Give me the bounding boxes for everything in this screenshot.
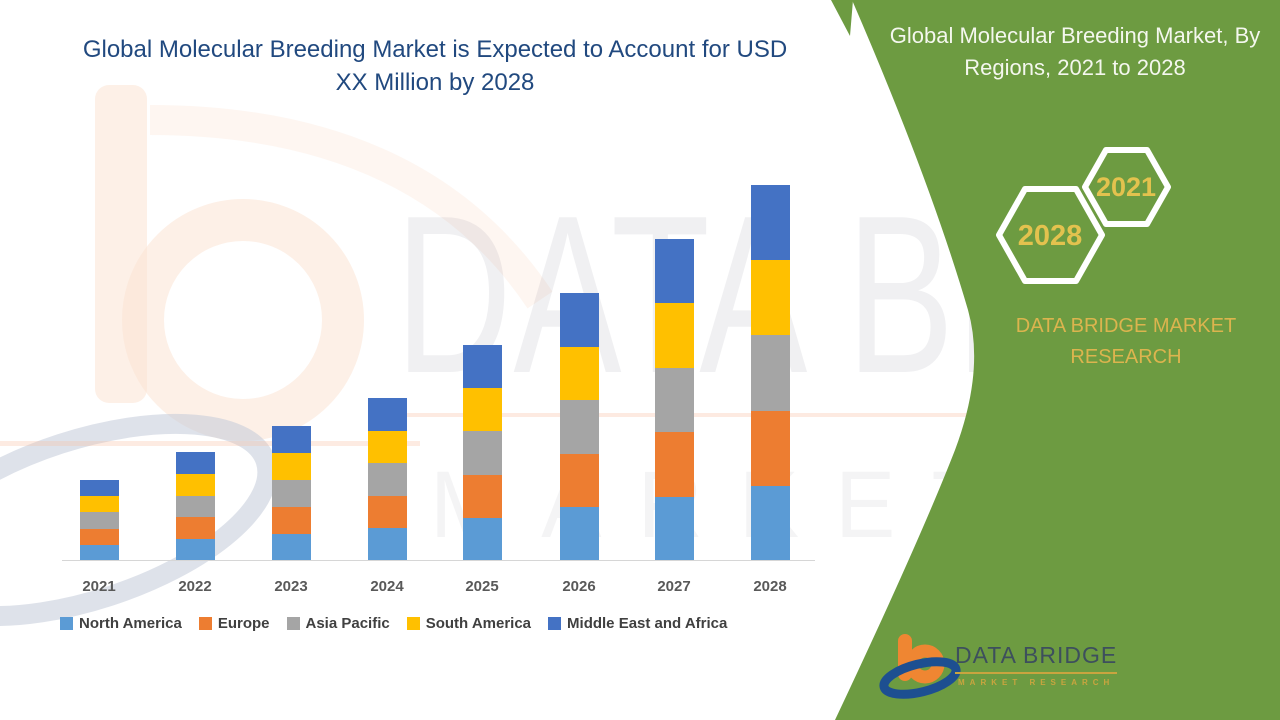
legend-swatch-icon bbox=[548, 617, 562, 630]
bar-segment-2028-middle-east-and-africa bbox=[750, 185, 790, 261]
bar-segment-2025-asia-pacific bbox=[462, 431, 502, 475]
bar-segment-2024-south-america bbox=[367, 430, 407, 464]
hexagon-2021-label: 2021 bbox=[1096, 172, 1156, 202]
hexagon-2028: 2028 bbox=[996, 186, 1105, 284]
bar-segment-2025-south-america bbox=[462, 388, 502, 432]
legend-swatch-icon bbox=[60, 617, 73, 630]
bar-segment-2024-asia-pacific bbox=[367, 463, 407, 496]
bar-2025 bbox=[462, 345, 502, 561]
hexagon-2028-label: 2028 bbox=[1018, 220, 1083, 252]
bar-2027 bbox=[654, 239, 694, 561]
bar-segment-2026-europe bbox=[559, 453, 599, 508]
bar-segment-2025-north-america bbox=[462, 517, 502, 561]
bar-segment-2022-europe bbox=[175, 517, 215, 540]
bar-segment-2028-north-america bbox=[750, 485, 790, 561]
x-axis-label-2028: 2028 bbox=[753, 578, 787, 595]
watermark-underline bbox=[400, 413, 1280, 417]
bar-segment-2026-north-america bbox=[559, 507, 599, 561]
x-axis-label-2022: 2022 bbox=[178, 578, 212, 595]
green-panel-shape bbox=[835, 0, 1280, 720]
bar-segment-2023-asia-pacific bbox=[271, 480, 311, 507]
bar-segment-2024-europe bbox=[367, 495, 407, 529]
watermark-swoosh bbox=[0, 413, 278, 627]
bar-2028 bbox=[750, 185, 790, 561]
chart-legend: North America Europe Asia Pacific South Ame… bbox=[60, 615, 727, 632]
legend-item-asia-pacific: Asia Pacific bbox=[286, 615, 390, 632]
bar-segment-2022-north-america bbox=[175, 539, 215, 561]
bar-2021 bbox=[79, 480, 119, 561]
bar-segment-2027-asia-pacific bbox=[654, 367, 694, 433]
bar-segment-2021-middle-east-and-africa bbox=[79, 480, 119, 497]
data-bridge-logo-icon bbox=[879, 634, 961, 699]
bar-segment-2027-north-america bbox=[654, 496, 694, 561]
watermark-arc bbox=[149, 105, 553, 309]
x-axis-label-2024: 2024 bbox=[370, 578, 404, 595]
bar-segment-2025-europe bbox=[462, 474, 502, 518]
legend-label: North America bbox=[79, 615, 182, 632]
bar-segment-2027-middle-east-and-africa bbox=[654, 239, 694, 304]
bar-segment-2023-middle-east-and-africa bbox=[271, 426, 311, 453]
x-axis-label-2025: 2025 bbox=[465, 578, 499, 595]
side-panel-title: Global Molecular Breeding Market, By Reg… bbox=[889, 23, 1261, 80]
bar-segment-2024-north-america bbox=[367, 528, 407, 561]
legend-label: South America bbox=[425, 615, 532, 632]
legend-item-europe: Europe bbox=[198, 615, 270, 632]
legend-swatch-icon bbox=[198, 617, 212, 630]
bar-segment-2021-asia-pacific bbox=[79, 512, 119, 529]
bar-segment-2026-middle-east-and-africa bbox=[559, 293, 599, 347]
bar-segment-2023-north-america bbox=[271, 534, 311, 561]
bar-segment-2022-asia-pacific bbox=[175, 495, 215, 518]
bar-segment-2022-middle-east-and-africa bbox=[175, 452, 215, 474]
bar-segment-2022-south-america bbox=[175, 473, 215, 496]
legend-item-south-america: South America bbox=[406, 615, 532, 632]
bar-segment-2025-middle-east-and-africa bbox=[462, 345, 502, 389]
legend-swatch-icon bbox=[406, 617, 420, 630]
legend-item-north-america: North America bbox=[60, 615, 182, 632]
logo-tagline: MARKET RESEARCH bbox=[958, 678, 1115, 687]
legend-item-middle-east-and-africa: Middle East and Africa bbox=[548, 615, 727, 632]
x-axis-label-2027: 2027 bbox=[657, 578, 691, 595]
chart-title: Global Molecular Breeding Market is Expe… bbox=[82, 36, 788, 96]
bar-2026 bbox=[559, 293, 599, 561]
bar-segment-2028-south-america bbox=[750, 260, 790, 336]
legend-label: Middle East and Africa bbox=[567, 615, 728, 632]
brand-text: DATA BRIDGE MARKET RESEARCH bbox=[1015, 315, 1237, 368]
bar-segment-2021-south-america bbox=[79, 496, 119, 513]
bar-segment-2026-south-america bbox=[559, 346, 599, 401]
bar-segment-2023-europe bbox=[271, 507, 311, 534]
bar-segment-2027-south-america bbox=[654, 303, 694, 368]
bar-segment-2027-europe bbox=[654, 432, 694, 497]
legend-swatch-icon bbox=[286, 617, 300, 630]
x-axis-label-2023: 2023 bbox=[274, 578, 308, 595]
hexagon-2021: 2021 bbox=[1082, 147, 1171, 227]
bar-segment-2023-south-america bbox=[271, 453, 311, 480]
bar-segment-2028-europe bbox=[750, 410, 790, 486]
x-axis-label-2026: 2026 bbox=[562, 578, 596, 595]
legend-label: Asia Pacific bbox=[305, 615, 390, 632]
watermark-underline-left bbox=[0, 441, 420, 446]
bar-segment-2021-north-america bbox=[79, 544, 119, 561]
bar-2023 bbox=[271, 426, 311, 561]
watermark-b-bowl bbox=[122, 199, 364, 441]
bar-segment-2021-europe bbox=[79, 528, 119, 545]
logo-wordmark: DATA BRIDGE bbox=[955, 642, 1118, 674]
x-axis-label-2021: 2021 bbox=[82, 578, 116, 595]
bar-segment-2028-asia-pacific bbox=[750, 335, 790, 411]
bar-2022 bbox=[175, 452, 215, 561]
bar-segment-2026-asia-pacific bbox=[559, 400, 599, 454]
x-axis-line bbox=[62, 560, 815, 561]
bar-2024 bbox=[367, 398, 407, 561]
green-corner-sliver bbox=[831, 0, 853, 36]
legend-label: Europe bbox=[217, 615, 270, 632]
bar-segment-2024-middle-east-and-africa bbox=[367, 398, 407, 431]
